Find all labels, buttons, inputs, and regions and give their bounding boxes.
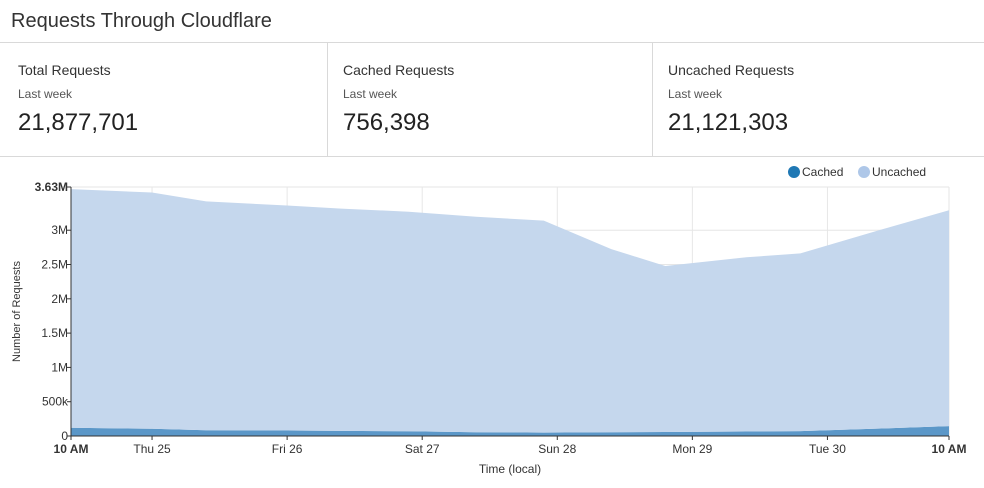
axes: 0 500k 1M 1.5M 2M 2.5M 3M 3.63M 10 AM Thu 25 Fri 2… — [11, 180, 966, 476]
chart-areas — [71, 189, 949, 436]
requests-chart: 0 500k 1M 1.5M 2M 2.5M 3M 3.63M 10 AM Thu 25 Fri 2… — [11, 165, 966, 476]
y-tick-label: 1M — [51, 360, 68, 374]
area-uncached — [71, 189, 949, 433]
stats-divider — [0, 156, 984, 157]
x-tick-label: Fri 26 — [272, 442, 303, 456]
stat-label: Uncached Requests — [668, 62, 795, 78]
legend-label-uncached: Uncached — [872, 165, 926, 179]
stat-uncached-requests: Uncached Requests Last week 21,121,303 — [650, 43, 984, 156]
header-divider — [0, 42, 984, 43]
stat-period: Last week — [18, 87, 73, 101]
stat-label: Total Requests — [18, 62, 111, 78]
x-tick-label: 10 AM — [932, 442, 967, 456]
x-tick-label: 10 AM — [54, 442, 89, 456]
x-axis-title: Time (local) — [479, 462, 541, 476]
y-tick-label: 0 — [61, 429, 68, 443]
y-tick-label: 1.5M — [41, 326, 68, 340]
stat-divider — [652, 43, 653, 156]
y-tick-label: 2M — [51, 292, 68, 306]
legend-swatch-uncached — [858, 166, 870, 178]
x-tick-label: Sun 28 — [538, 442, 576, 456]
stat-total-requests: Total Requests Last week 21,877,701 — [0, 43, 327, 156]
legend: Cached Uncached — [788, 165, 926, 179]
stat-value: 21,121,303 — [668, 109, 789, 136]
x-tick-label: Tue 30 — [809, 442, 846, 456]
stat-label: Cached Requests — [343, 62, 455, 78]
legend-label-cached: Cached — [802, 165, 843, 179]
stat-value: 21,877,701 — [18, 109, 139, 136]
stat-divider — [327, 43, 328, 156]
y-tick-label: 3.63M — [35, 180, 68, 194]
stat-period: Last week — [343, 87, 398, 101]
area-cached — [71, 426, 949, 436]
x-tick-label: Thu 25 — [133, 442, 171, 456]
page-title: Requests Through Cloudflare — [11, 10, 272, 32]
x-tick-label: Mon 29 — [672, 442, 712, 456]
y-axis-title: Number of Requests — [11, 261, 23, 362]
y-tick-label: 3M — [51, 223, 68, 237]
y-tick-label: 500k — [42, 395, 69, 409]
y-tick-label: 2.5M — [41, 258, 68, 272]
stat-period: Last week — [668, 87, 723, 101]
stat-value: 756,398 — [343, 109, 430, 136]
stat-cached-requests: Cached Requests Last week 756,398 — [325, 43, 652, 156]
legend-swatch-cached — [788, 166, 800, 178]
x-tick-label: Sat 27 — [405, 442, 440, 456]
